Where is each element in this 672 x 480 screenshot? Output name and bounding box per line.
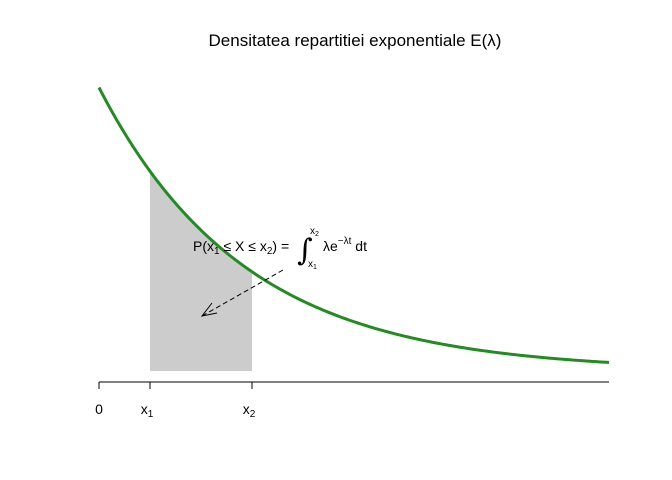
tick-label: x1 [141, 401, 154, 420]
tick-label: x2 [243, 401, 256, 420]
x-axis-ticks: 0 x1 x2 [95, 382, 256, 420]
integral-sign: ∫ [297, 233, 313, 268]
integral-upper-limit: x2 [310, 226, 319, 238]
chart-title: Densitatea repartitiei exponentiale E(λ) [209, 31, 502, 50]
integral-lower-limit: x1 [308, 259, 317, 271]
tick-label: 0 [95, 401, 103, 417]
probability-formula: P(x1 ≤ X ≤ x2) = ∫x2 x1 λe−λt dt [193, 226, 367, 271]
shaded-probability-area [150, 171, 252, 371]
density-curve [97, 86, 610, 364]
formula-probability: P(x1 ≤ X ≤ x2) = [193, 238, 289, 257]
annotation-arrow-head [200, 302, 218, 317]
formula-integrand: λe−λt dt [323, 236, 367, 254]
